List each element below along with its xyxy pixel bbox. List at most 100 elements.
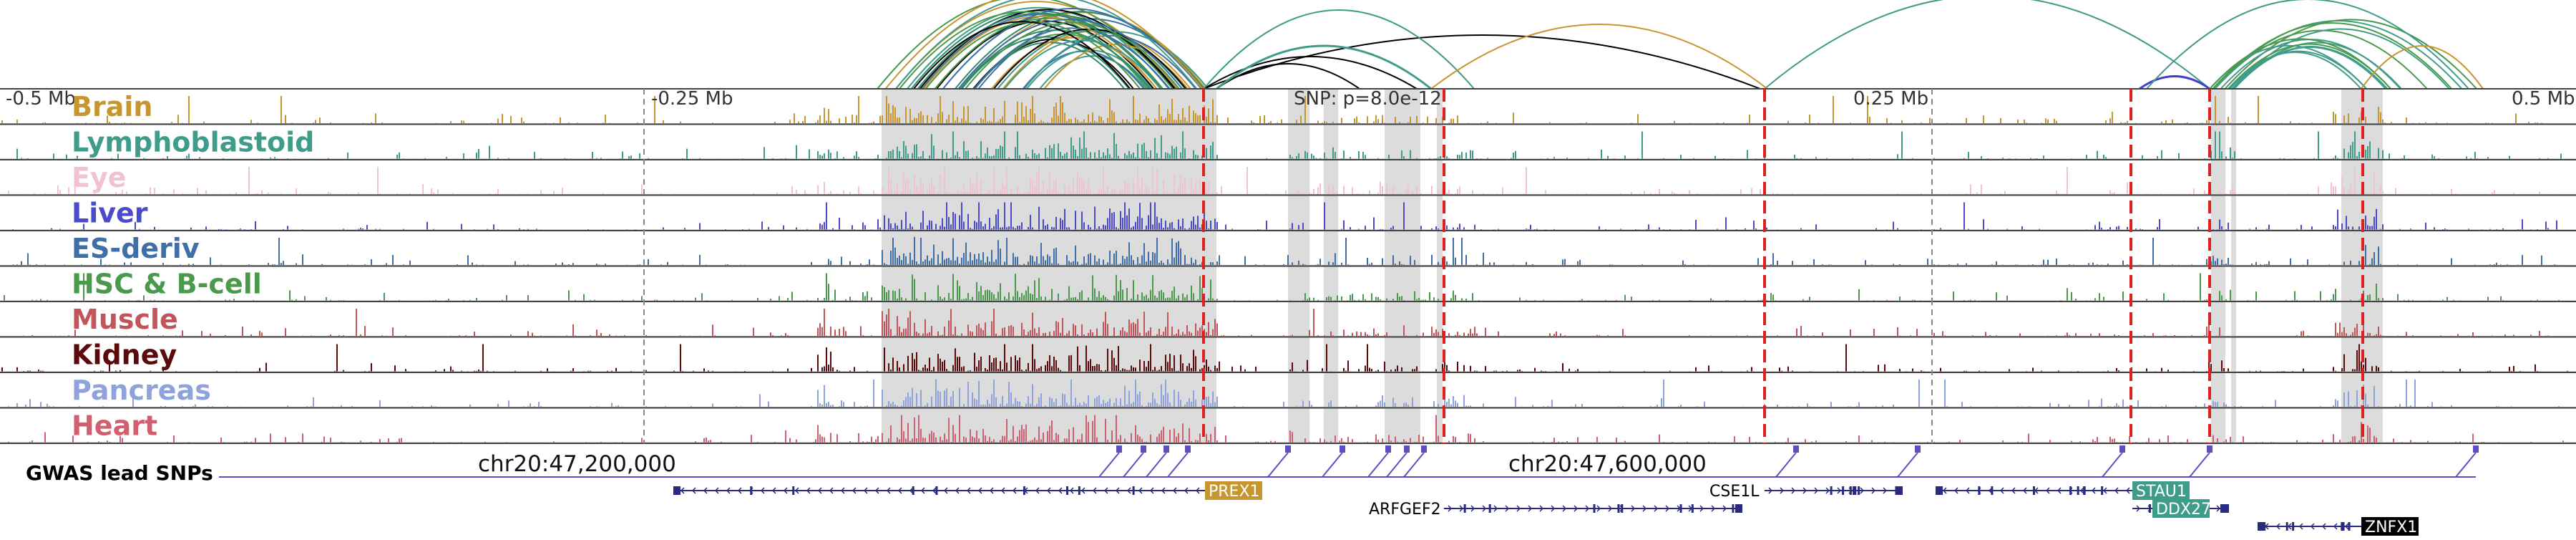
gene-label-znfx1[interactable]: ZNFX1	[2365, 519, 2417, 536]
loop-arc	[1039, 55, 1146, 90]
strand-arrow	[2321, 523, 2326, 530]
strand-arrow	[1768, 487, 1773, 494]
strand-arrow	[737, 487, 742, 494]
strand-arrow	[1999, 487, 2004, 494]
exon	[2149, 504, 2152, 513]
gwas-snp-connector	[2189, 452, 2210, 478]
gwas-snp-connector	[1403, 452, 1425, 478]
strand-arrow	[806, 487, 811, 494]
strand-arrow	[1103, 487, 1108, 494]
gwas-snp-connector	[1098, 452, 1120, 478]
strand-arrow	[1012, 487, 1017, 494]
loop-arc	[965, 21, 1180, 90]
gene-label-arfgef2[interactable]: ARFGEF2	[1369, 501, 1441, 519]
loop-arc	[2214, 29, 2428, 90]
track-label-brain: Brain	[72, 91, 152, 122]
loop-arc	[2361, 45, 2484, 90]
strand-arrow	[1161, 487, 1166, 494]
loop-arc	[1216, 44, 1432, 90]
exon	[1830, 486, 1833, 495]
gwas-snp-marker[interactable]	[2473, 445, 2479, 453]
strand-arrow	[966, 487, 971, 494]
exon	[935, 486, 938, 495]
strand-arrow	[2310, 523, 2315, 530]
gwas-snp-connector	[1775, 452, 1797, 478]
exon	[2258, 522, 2265, 531]
exon	[2083, 486, 2086, 495]
strand-arrow	[2275, 523, 2280, 530]
gwas-snp-marker[interactable]	[1340, 445, 1345, 453]
gwas-snp-marker[interactable]	[2207, 445, 2212, 453]
exon	[1936, 486, 1943, 495]
strand-arrow	[1722, 505, 1727, 512]
strand-arrow	[1825, 487, 1830, 494]
strand-arrow	[2011, 487, 2016, 494]
gwas-snp-marker[interactable]	[1404, 445, 1410, 453]
gwas-snp-connector	[1267, 452, 1289, 478]
exon	[1991, 486, 1994, 495]
loop-arc	[884, 0, 1204, 90]
strand-arrow	[1470, 505, 1475, 512]
gene-label-ddx27[interactable]: DDX27	[2156, 501, 2211, 519]
exon	[2077, 486, 2079, 495]
gwas-snp-connector	[1167, 452, 1189, 478]
gwas-track	[219, 445, 2479, 478]
strand-arrow	[1631, 505, 1636, 512]
gene-label-cse1l[interactable]: CSE1L	[1709, 483, 1760, 501]
strand-arrow	[1138, 487, 1143, 494]
scale-tick-right: 0.5 Mb	[2512, 88, 2575, 110]
gwas-snp-marker[interactable]	[1285, 445, 1291, 453]
exon	[1896, 486, 1903, 495]
coordinate-label-1: chr20:47,200,000	[478, 451, 676, 477]
exon	[1488, 504, 1491, 513]
exon	[2222, 504, 2229, 513]
loop-arc	[919, 9, 1176, 90]
strand-arrow	[691, 487, 696, 494]
track-label-hsc-b-cell: HSC & B-cell	[72, 269, 262, 300]
exon	[2348, 522, 2351, 531]
exon	[1065, 486, 1068, 495]
strand-arrow	[829, 487, 834, 494]
gwas-snp-marker[interactable]	[1116, 445, 1122, 453]
track-label-kidney: Kidney	[72, 339, 177, 371]
gwas-snp-marker[interactable]	[1421, 445, 1427, 453]
exon	[1023, 486, 1025, 495]
gwas-snp-marker[interactable]	[1385, 445, 1391, 453]
gwas-snp-marker[interactable]	[1141, 445, 1146, 453]
strand-arrow	[1551, 505, 1556, 512]
track-label-muscle: Muscle	[72, 304, 178, 335]
gwas-snp-marker[interactable]	[1915, 445, 1921, 453]
loop-arc	[895, 0, 1198, 90]
strand-arrow	[1942, 487, 1947, 494]
loop-arc	[1023, 31, 1209, 90]
strand-arrow	[1528, 505, 1533, 512]
gene-label-stau1[interactable]: STAU1	[2136, 483, 2187, 501]
strand-arrow	[920, 487, 925, 494]
strand-arrow	[2333, 523, 2338, 530]
gwas-snp-marker[interactable]	[2119, 445, 2125, 453]
loop-arc	[917, 12, 1162, 90]
strand-arrow	[932, 487, 937, 494]
gwas-snp-marker[interactable]	[1185, 445, 1191, 453]
gene-label-prex1[interactable]: PREX1	[1209, 483, 1260, 501]
exon	[2069, 486, 2072, 495]
track-label-pancreas: Pancreas	[72, 375, 211, 406]
gwas-snp-connector	[1367, 452, 1389, 478]
strand-arrow	[2091, 487, 2096, 494]
coordinate-label-2: chr20:47,600,000	[1508, 451, 1707, 477]
gwas-snp-marker[interactable]	[1163, 445, 1169, 453]
strand-arrow	[1184, 487, 1189, 494]
loop-arc	[2233, 46, 2389, 90]
loop-arc	[1004, 39, 1161, 90]
strand-arrow	[1172, 487, 1177, 494]
track-label-eye: Eye	[72, 162, 127, 193]
signal-brain	[1, 96, 2542, 125]
track-stack	[0, 88, 2576, 444]
strand-arrow	[2114, 487, 2119, 494]
strand-arrow	[1642, 505, 1647, 512]
gwas-track-label: GWAS lead SNPs	[26, 461, 213, 485]
gwas-snp-marker[interactable]	[1793, 445, 1799, 453]
exon	[792, 486, 795, 495]
